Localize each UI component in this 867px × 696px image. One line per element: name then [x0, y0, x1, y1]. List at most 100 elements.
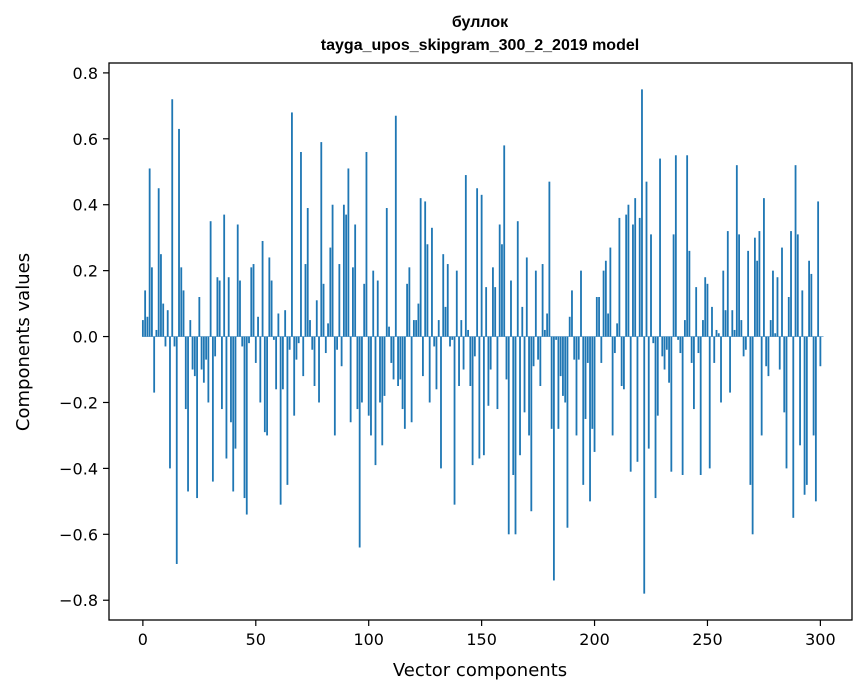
bar-component-281 — [776, 277, 779, 337]
bar-component-263 — [735, 165, 738, 337]
bar-component-199 — [591, 336, 594, 429]
bar-component-272 — [756, 260, 759, 337]
bar-component-109 — [388, 326, 390, 337]
bar-component-193 — [577, 336, 580, 360]
bar-component-262 — [733, 329, 736, 337]
bar-component-168 — [521, 306, 524, 337]
bar-component-30 — [209, 221, 212, 337]
bar-component-59 — [275, 336, 278, 390]
y-axis-label: Components values — [13, 253, 34, 431]
bar-component-40 — [232, 336, 235, 492]
bar-component-264 — [738, 234, 740, 337]
bar-component-74 — [309, 320, 311, 337]
bar-component-276 — [765, 336, 768, 367]
bar-component-65 — [288, 336, 291, 350]
bar-component-143 — [464, 175, 467, 337]
chart-title-line2: tayga_upos_skipgram_300_2_2019 model — [321, 37, 639, 54]
bar-component-9 — [162, 303, 165, 337]
bar-component-147 — [473, 336, 476, 357]
bar-component-111 — [392, 336, 395, 380]
bar-component-206 — [607, 313, 609, 337]
x-tick-label: 300 — [805, 630, 836, 649]
bar-component-160 — [503, 145, 506, 337]
bar-component-46 — [245, 336, 248, 515]
bar-component-195 — [582, 336, 585, 485]
bar-component-66 — [291, 112, 293, 337]
bar-component-64 — [286, 336, 289, 485]
bar-component-2 — [146, 316, 149, 337]
bar-component-261 — [731, 310, 734, 337]
bar-component-273 — [758, 231, 761, 337]
bar-component-285 — [785, 336, 788, 469]
bar-component-42 — [236, 224, 239, 337]
bar-component-119 — [410, 336, 413, 423]
bar-component-208 — [611, 336, 614, 436]
y-tick-label: 0.0 — [73, 328, 98, 347]
bar-component-25 — [198, 297, 201, 337]
bar-component-226 — [652, 336, 655, 344]
bar-component-241 — [686, 155, 689, 337]
bar-component-162 — [507, 336, 510, 535]
bar-component-43 — [239, 280, 241, 337]
bar-component-235 — [672, 234, 675, 337]
bar-component-96 — [358, 336, 361, 548]
bar-component-202 — [598, 297, 600, 337]
bar-component-26 — [200, 336, 203, 370]
bar-component-0 — [141, 320, 144, 337]
bar-component-250 — [706, 283, 709, 337]
bar-component-173 — [532, 336, 535, 367]
bar-component-57 — [270, 280, 273, 337]
bar-component-245 — [695, 287, 698, 337]
bar-component-181 — [550, 336, 553, 429]
bar-component-284 — [783, 336, 786, 413]
bar-component-11 — [166, 310, 169, 337]
bar-component-201 — [595, 297, 598, 337]
bar-component-91 — [347, 168, 350, 337]
bar-component-251 — [708, 336, 711, 469]
bar-component-85 — [333, 336, 336, 436]
x-tick-label: 50 — [246, 630, 266, 649]
bar-component-84 — [331, 204, 334, 337]
bar-component-184 — [557, 336, 560, 429]
bar-component-131 — [437, 320, 440, 337]
bar-component-297 — [812, 336, 815, 436]
bar-component-49 — [252, 264, 255, 337]
bar-component-108 — [385, 208, 388, 337]
bar-component-197 — [586, 336, 589, 363]
bar-component-106 — [381, 336, 384, 446]
bar-component-24 — [196, 336, 198, 499]
bar-component-177 — [541, 264, 544, 337]
x-tick-label: 0 — [138, 630, 148, 649]
bar-component-135 — [446, 264, 449, 337]
bar-component-159 — [501, 244, 503, 337]
bar-component-218 — [634, 198, 637, 337]
x-tick-label: 200 — [579, 630, 610, 649]
bar-component-155 — [492, 267, 494, 337]
bar-component-17 — [180, 267, 183, 337]
bar-component-175 — [537, 336, 539, 360]
bar-component-44 — [241, 336, 244, 347]
bar-component-299 — [817, 201, 820, 337]
bar-component-102 — [372, 270, 375, 337]
bar-component-97 — [361, 336, 363, 403]
x-axis-label: Vector components — [393, 660, 567, 681]
bar-component-270 — [751, 336, 754, 535]
bar-component-191 — [573, 336, 576, 360]
bar-component-243 — [690, 336, 693, 363]
bar-component-149 — [478, 336, 481, 459]
bar-component-222 — [643, 336, 646, 594]
bar-component-100 — [367, 336, 370, 416]
bar-component-194 — [580, 270, 582, 337]
bar-component-78 — [318, 336, 320, 403]
bar-component-8 — [160, 254, 162, 337]
bar-component-31 — [211, 336, 214, 482]
bar-component-90 — [345, 214, 348, 337]
bar-component-174 — [534, 270, 537, 337]
bar-component-117 — [406, 283, 409, 337]
bar-component-142 — [462, 336, 465, 370]
y-tick-label: 0.4 — [73, 196, 98, 215]
bar-component-292 — [801, 290, 804, 337]
bar-component-134 — [444, 306, 447, 337]
bar-component-167 — [519, 336, 521, 456]
bar-component-61 — [279, 336, 282, 505]
